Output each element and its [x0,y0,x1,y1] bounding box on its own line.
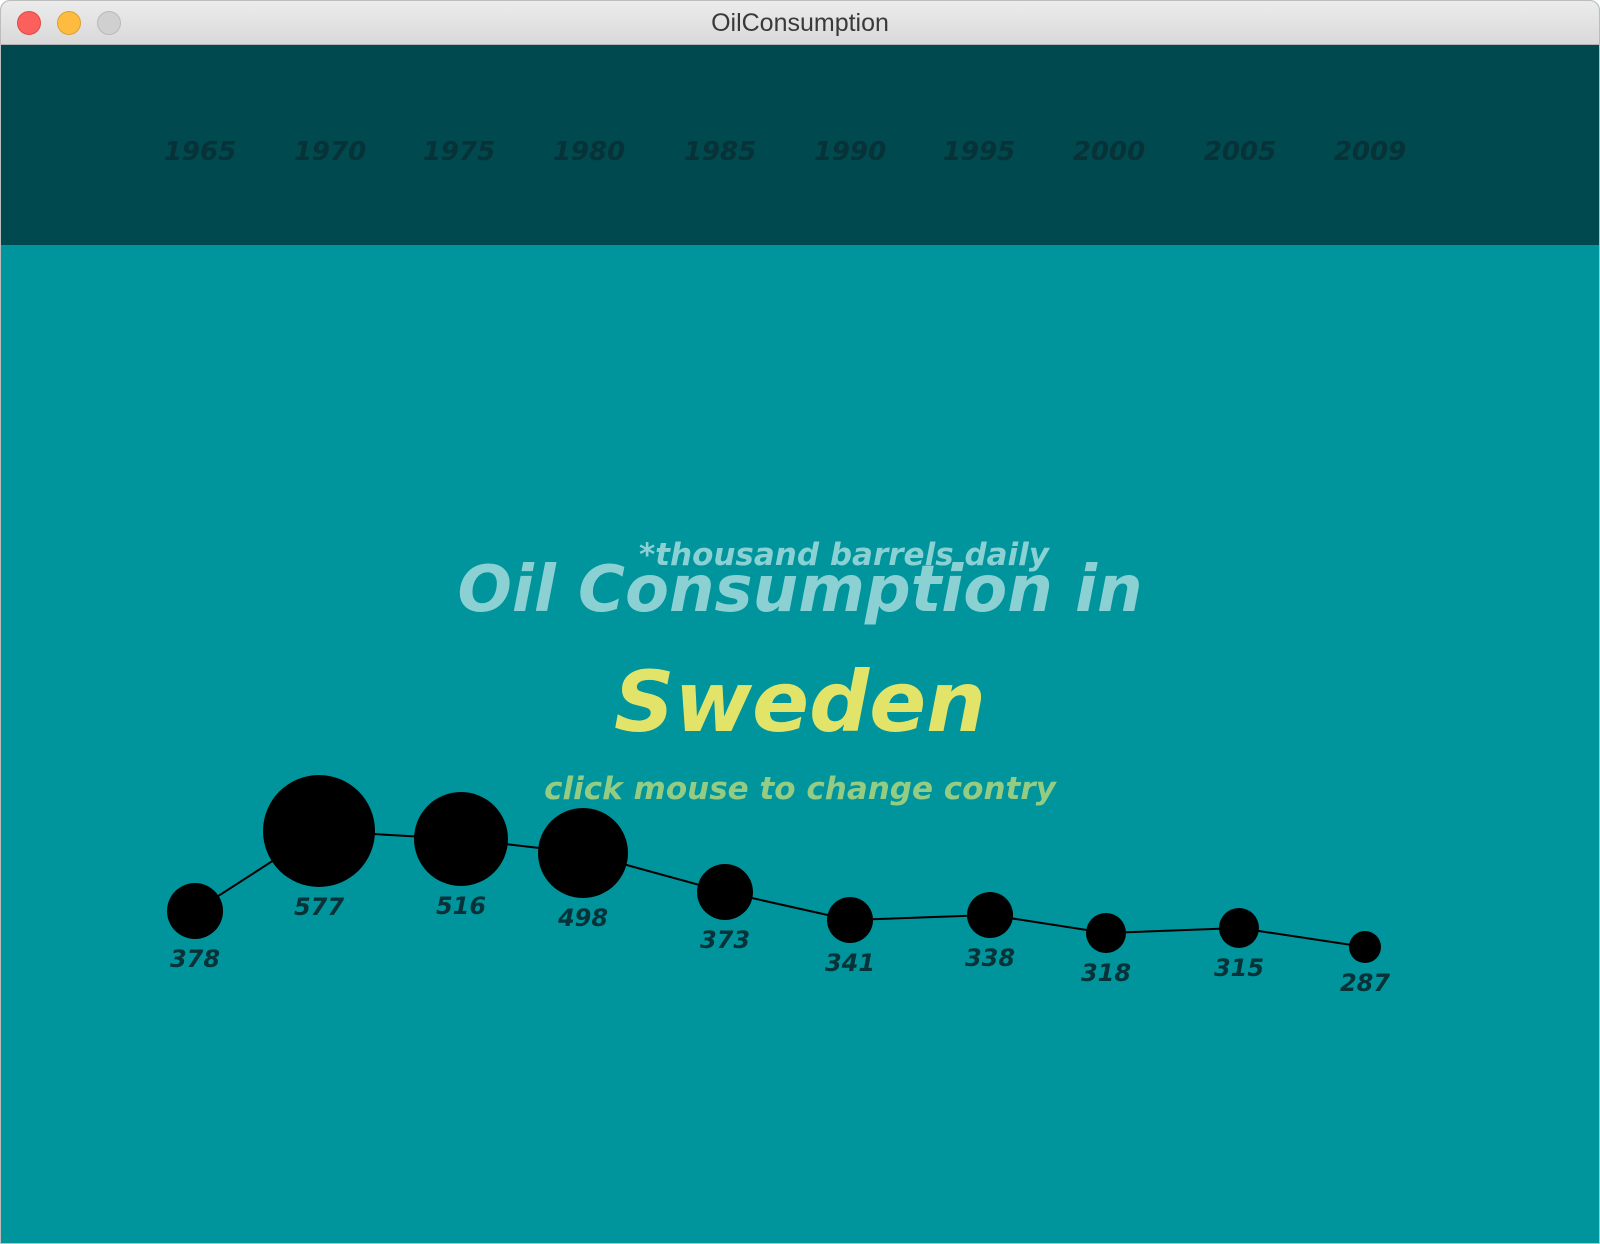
timeline-header: 1965 1970 1975 1980 1985 1990 1995 2000 … [1,45,1599,245]
year-label-1985: 1985 [683,137,757,167]
bubble-2005 [1219,908,1259,948]
bubble-1980 [538,808,628,898]
bubble-2000 [1086,913,1126,953]
change-country-hint: click mouse to change contry [544,771,1056,807]
year-label-1975: 1975 [422,137,496,167]
year-label-1965: 1965 [163,137,237,167]
bubble-2009 [1349,931,1381,963]
bubble-1990 [827,897,873,943]
year-label-1990: 1990 [813,137,887,167]
zoom-window-button[interactable] [97,11,121,35]
bubble-1975 [414,792,508,886]
bubble-1995 [967,892,1013,938]
value-label-2009: 287 [1340,969,1390,997]
close-window-button[interactable] [17,11,41,35]
consumption-line [194,829,1366,948]
year-label-2000: 2000 [1072,137,1146,167]
year-label-1995: 1995 [942,137,1016,167]
value-label-2000: 318 [1081,959,1131,987]
value-label-1980: 498 [557,904,608,932]
year-label-1970: 1970 [293,137,367,167]
chart-canvas[interactable]: *thousand barrels daily Oil Consumption … [1,245,1599,1243]
window-title: OilConsumption [711,9,889,37]
value-label-1990: 341 [825,949,875,977]
chart-heading: Oil Consumption in [457,553,1143,627]
value-label-2005: 315 [1214,954,1264,982]
bubble-chart: 378 577 516 498 373 341 338 318 315 287 [167,775,1390,997]
bubble-1965 [167,883,223,939]
bubble-1970 [263,775,375,887]
year-label-1980: 1980 [552,137,626,167]
value-label-1965: 378 [170,945,220,973]
year-label-2005: 2005 [1203,137,1277,167]
title-bar[interactable]: OilConsumption [1,1,1599,45]
minimize-window-button[interactable] [57,11,81,35]
value-label-1985: 373 [700,926,750,954]
year-label-2009: 2009 [1333,137,1407,167]
value-label-1995: 338 [965,944,1015,972]
value-label-1970: 577 [294,893,344,921]
bubble-1985 [697,864,753,920]
value-label-1975: 516 [436,892,486,920]
country-name: Sweden [614,653,986,751]
units-note: *thousand barrels daily [638,537,1050,573]
